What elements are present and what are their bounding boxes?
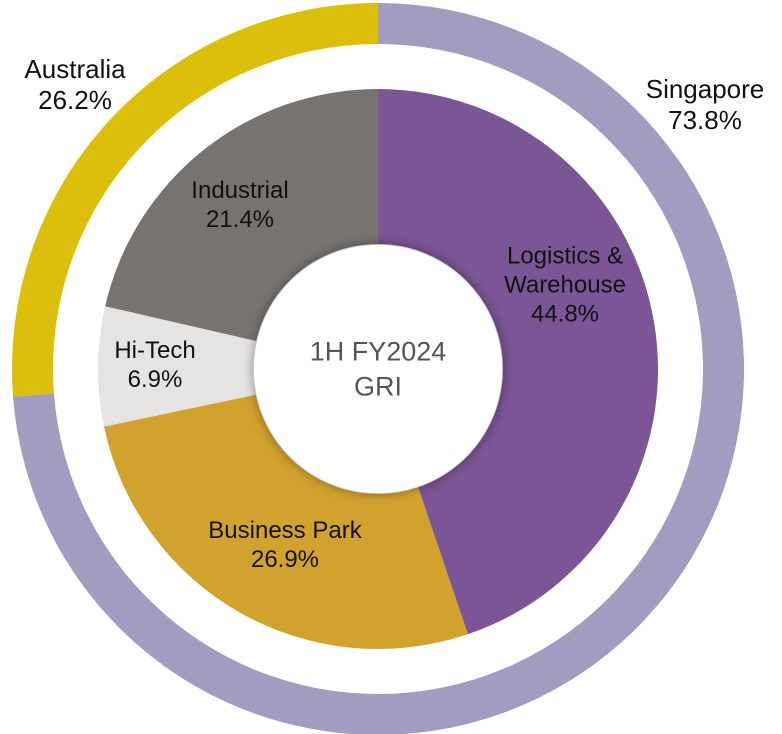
segment-value: 6.9% [127, 366, 183, 393]
donut-segment [378, 89, 658, 635]
donut-segment [98, 306, 257, 427]
segment-value: 21.4% [205, 206, 275, 233]
segment-name: Business Park [208, 517, 362, 544]
segment-label: Logistics & Warehouse 44.8% [490, 242, 640, 329]
segment-label: Industrial 21.4% [191, 176, 288, 234]
center-text: GRI [353, 371, 403, 402]
segment-name: Australia [24, 54, 126, 84]
segment-value: 73.8% [668, 105, 742, 135]
segment-name: Logistics & Warehouse [504, 242, 626, 299]
segment-label: Hi-Tech 6.9% [114, 336, 195, 394]
donut-segment [105, 89, 378, 341]
segment-name: Industrial [191, 177, 289, 204]
donut-segment [103, 394, 468, 649]
segment-value: 26.2% [38, 85, 112, 115]
donut-segment [12, 3, 379, 397]
center-hole [254, 245, 502, 493]
segment-label: Business Park 26.9% [208, 516, 361, 574]
segment-value: 26.9% [250, 546, 320, 573]
segment-label: Singapore 73.8% [646, 74, 765, 136]
segment-name: Singapore [645, 74, 765, 104]
segment-value: 44.8% [530, 300, 600, 328]
center-text: 1H FY2024 [309, 336, 447, 367]
segment-name: Hi-Tech [114, 337, 196, 364]
segment-label: Australia 26.2% [24, 54, 125, 116]
